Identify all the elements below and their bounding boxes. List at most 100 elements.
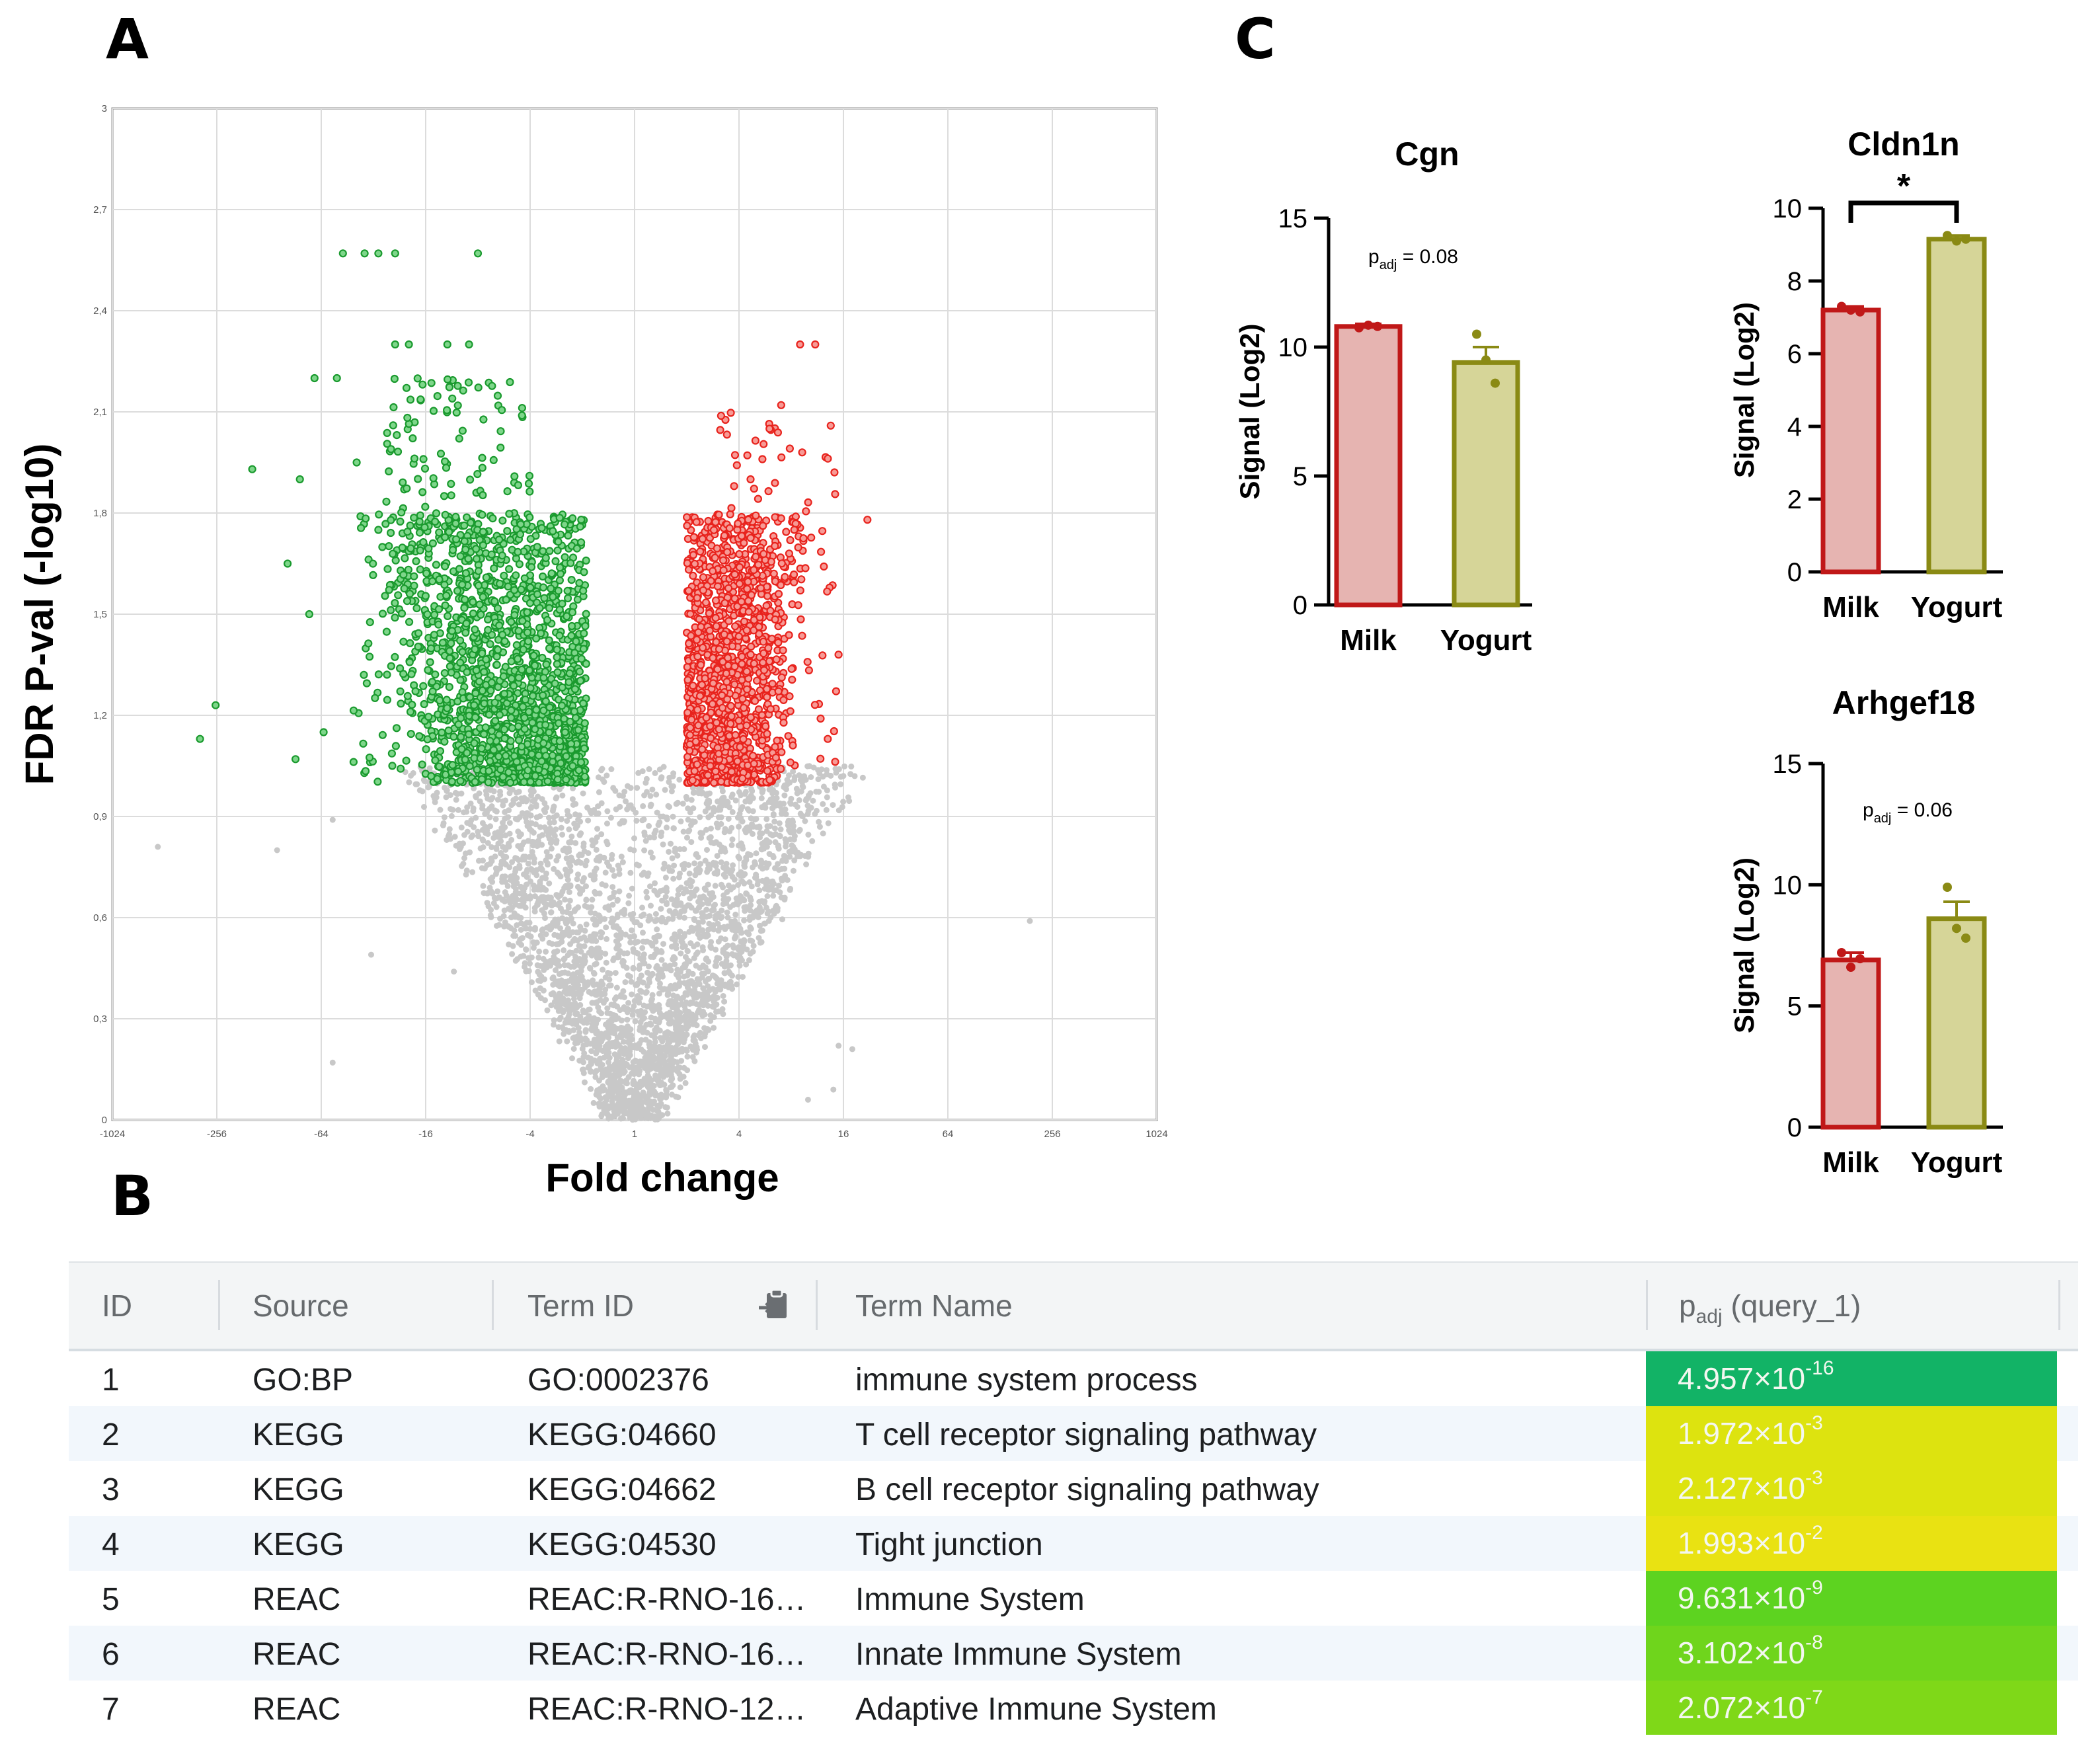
ns-point xyxy=(510,893,516,899)
ns-point xyxy=(566,897,573,904)
ns-point xyxy=(509,951,516,957)
ns-point xyxy=(535,838,541,844)
ns-point xyxy=(605,1059,611,1066)
ns-point xyxy=(574,985,581,991)
ns-point xyxy=(461,832,467,838)
down-point xyxy=(567,631,576,640)
ns-point xyxy=(526,932,532,939)
ns-point xyxy=(551,949,557,955)
down-point xyxy=(479,541,488,549)
ns-point xyxy=(524,797,530,803)
ns-point xyxy=(794,804,800,810)
ns-point xyxy=(564,818,570,824)
ns-point xyxy=(743,825,750,832)
down-point xyxy=(566,717,574,726)
ns-point xyxy=(590,937,596,944)
ns-point xyxy=(487,797,494,803)
ns-point xyxy=(750,830,756,837)
ns-point xyxy=(836,766,842,772)
ns-point xyxy=(666,779,672,785)
ns-point xyxy=(451,969,457,975)
ns-point xyxy=(713,916,719,922)
ns-point xyxy=(624,1016,631,1023)
ns-point xyxy=(508,836,515,843)
ns-point xyxy=(804,811,811,817)
ns-point xyxy=(846,798,853,805)
ns-point xyxy=(720,871,727,878)
ns-point xyxy=(759,877,765,884)
ns-point xyxy=(566,889,572,895)
ns-point xyxy=(593,857,600,863)
ns-point xyxy=(629,991,635,998)
ns-point xyxy=(668,1058,674,1064)
ns-point xyxy=(602,869,609,876)
ns-point xyxy=(652,1116,658,1123)
ns-point xyxy=(759,840,765,847)
ns-point xyxy=(668,840,674,847)
down-point xyxy=(440,562,449,571)
ns-point xyxy=(631,1003,637,1010)
ns-point xyxy=(559,832,566,838)
ns-point xyxy=(719,914,725,920)
ns-point xyxy=(769,805,776,811)
down-point xyxy=(442,695,451,704)
down-point xyxy=(422,745,430,754)
ns-point xyxy=(688,839,695,846)
ns-point xyxy=(646,834,653,841)
ns-point xyxy=(652,770,658,776)
ns-point xyxy=(615,896,621,903)
ns-point xyxy=(542,915,548,922)
ns-point xyxy=(527,787,534,794)
ns-point xyxy=(722,848,728,855)
ns-point xyxy=(611,1107,617,1114)
ns-point xyxy=(485,889,492,896)
down-point xyxy=(554,586,563,595)
ns-point xyxy=(673,801,680,807)
ns-point xyxy=(729,873,736,880)
down-point xyxy=(560,520,569,529)
down-point xyxy=(472,666,481,675)
down-point xyxy=(528,692,537,700)
ns-point xyxy=(530,842,536,849)
ns-point xyxy=(473,814,479,821)
ns-point xyxy=(464,804,471,811)
ns-point xyxy=(682,1008,689,1014)
ns-point xyxy=(647,883,653,890)
ns-point xyxy=(711,840,717,846)
ns-point xyxy=(501,923,508,930)
ns-point xyxy=(539,867,545,873)
ns-point xyxy=(581,875,587,881)
down-point xyxy=(567,575,576,584)
ns-point xyxy=(609,893,616,900)
down-point xyxy=(489,746,498,754)
ns-point xyxy=(697,894,703,900)
ns-point xyxy=(471,785,477,791)
ns-point xyxy=(723,961,729,967)
down-point xyxy=(568,608,577,617)
ns-point xyxy=(671,862,678,869)
panel-label-c: C xyxy=(1235,7,1276,71)
ns-point xyxy=(703,978,709,984)
ns-point xyxy=(487,912,494,918)
ns-point xyxy=(742,908,748,914)
ns-point xyxy=(503,861,509,868)
ns-point xyxy=(786,827,793,834)
ns-point xyxy=(702,808,709,814)
ns-point xyxy=(457,844,464,850)
ns-point xyxy=(566,839,572,846)
ns-point xyxy=(641,1029,648,1035)
ns-point xyxy=(708,939,715,945)
ns-point xyxy=(576,995,583,1002)
ns-point xyxy=(759,830,765,837)
ns-point xyxy=(492,807,498,814)
down-point xyxy=(396,517,405,526)
ns-point xyxy=(632,1018,639,1025)
ns-point xyxy=(689,818,696,824)
ns-point xyxy=(406,779,412,785)
ns-point xyxy=(604,1005,611,1012)
down-point xyxy=(394,591,403,600)
down-point xyxy=(383,565,392,573)
ns-point xyxy=(684,1053,691,1060)
ns-point xyxy=(636,1000,642,1006)
ns-point xyxy=(627,869,634,876)
